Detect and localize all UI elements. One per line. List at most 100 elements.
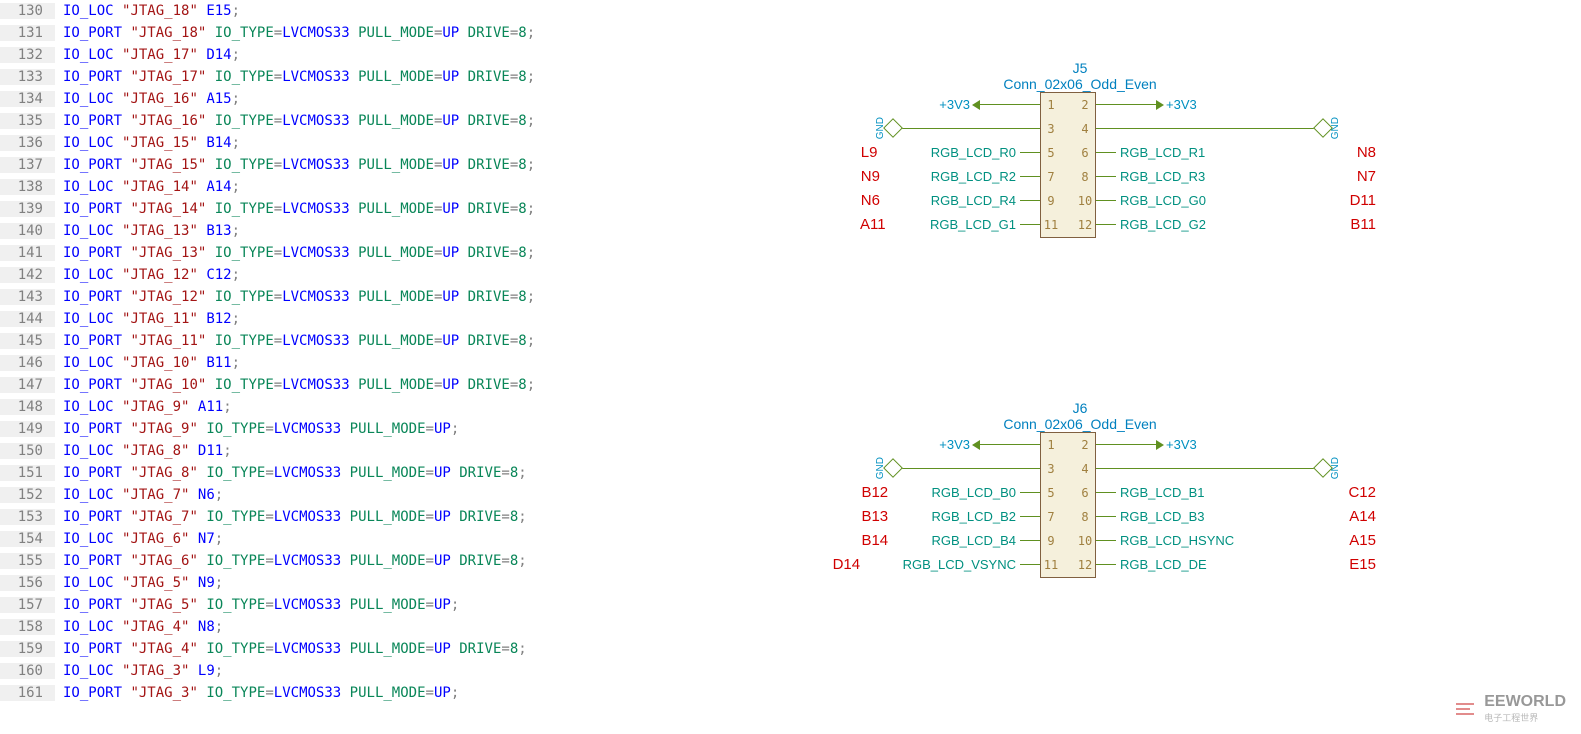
pin-number: 3 [1041, 462, 1061, 476]
code-line[interactable]: 149IO_PORT "JTAG_9" IO_TYPE=LVCMOS33 PUL… [0, 418, 750, 440]
connector-J5: J5Conn_02x06_Odd_Even+3V3GNDL9RGB_LCD_R0… [760, 60, 1376, 238]
code-content[interactable]: IO_PORT "JTAG_15" IO_TYPE=LVCMOS33 PULL_… [55, 157, 535, 173]
code-content[interactable]: IO_LOC "JTAG_7" N6; [55, 487, 223, 503]
gnd-label: GND [1330, 117, 1341, 139]
code-line[interactable]: 134IO_LOC "JTAG_16" A15; [0, 88, 750, 110]
code-line[interactable]: 160IO_LOC "JTAG_3" L9; [0, 660, 750, 682]
code-line[interactable]: 135IO_PORT "JTAG_16" IO_TYPE=LVCMOS33 PU… [0, 110, 750, 132]
code-content[interactable]: IO_PORT "JTAG_12" IO_TYPE=LVCMOS33 PULL_… [55, 289, 535, 305]
connector-ref: J6 [980, 400, 1180, 416]
code-line[interactable]: 139IO_PORT "JTAG_14" IO_TYPE=LVCMOS33 PU… [0, 198, 750, 220]
code-line[interactable]: 159IO_PORT "JTAG_4" IO_TYPE=LVCMOS33 PUL… [0, 638, 750, 660]
code-content[interactable]: IO_LOC "JTAG_10" B11; [55, 355, 240, 371]
code-line[interactable]: 133IO_PORT "JTAG_17" IO_TYPE=LVCMOS33 PU… [0, 66, 750, 88]
code-content[interactable]: IO_PORT "JTAG_9" IO_TYPE=LVCMOS33 PULL_M… [55, 421, 459, 437]
code-content[interactable]: IO_LOC "JTAG_13" B13; [55, 223, 240, 239]
pin-location: A14 [1336, 508, 1376, 525]
line-number: 130 [0, 3, 55, 19]
net-label: RGB_LCD_R4 [931, 193, 1016, 208]
line-number: 156 [0, 575, 55, 591]
code-line[interactable]: 137IO_PORT "JTAG_15" IO_TYPE=LVCMOS33 PU… [0, 154, 750, 176]
code-line[interactable]: 143IO_PORT "JTAG_12" IO_TYPE=LVCMOS33 PU… [0, 286, 750, 308]
line-number: 131 [0, 25, 55, 41]
code-line[interactable]: 152IO_LOC "JTAG_7" N6; [0, 484, 750, 506]
code-line[interactable]: 146IO_LOC "JTAG_10" B11; [0, 352, 750, 374]
code-line[interactable]: 140IO_LOC "JTAG_13" B13; [0, 220, 750, 242]
code-content[interactable]: IO_PORT "JTAG_8" IO_TYPE=LVCMOS33 PULL_M… [55, 465, 527, 481]
code-content[interactable]: IO_PORT "JTAG_7" IO_TYPE=LVCMOS33 PULL_M… [55, 509, 527, 525]
code-line[interactable]: 157IO_PORT "JTAG_5" IO_TYPE=LVCMOS33 PUL… [0, 594, 750, 616]
connector-body: 123456789101112 [1040, 92, 1096, 238]
code-content[interactable]: IO_PORT "JTAG_18" IO_TYPE=LVCMOS33 PULL_… [55, 25, 535, 41]
code-line[interactable]: 141IO_PORT "JTAG_13" IO_TYPE=LVCMOS33 PU… [0, 242, 750, 264]
code-editor[interactable]: 130IO_LOC "JTAG_18" E15;131IO_PORT "JTAG… [0, 0, 750, 734]
code-content[interactable]: IO_LOC "JTAG_5" N9; [55, 575, 223, 591]
code-content[interactable]: IO_LOC "JTAG_9" A11; [55, 399, 232, 415]
code-content[interactable]: IO_PORT "JTAG_13" IO_TYPE=LVCMOS33 PULL_… [55, 245, 535, 261]
net-label: RGB_LCD_B3 [1120, 509, 1205, 524]
code-content[interactable]: IO_LOC "JTAG_17" D14; [55, 47, 240, 63]
code-line[interactable]: 161IO_PORT "JTAG_3" IO_TYPE=LVCMOS33 PUL… [0, 682, 750, 704]
connector-type: Conn_02x06_Odd_Even [980, 416, 1180, 432]
net-label: RGB_LCD_VSYNC [903, 557, 1016, 572]
code-content[interactable]: IO_PORT "JTAG_4" IO_TYPE=LVCMOS33 PULL_M… [55, 641, 527, 657]
pin-location: N6 [861, 192, 901, 209]
code-line[interactable]: 148IO_LOC "JTAG_9" A11; [0, 396, 750, 418]
code-content[interactable]: IO_PORT "JTAG_3" IO_TYPE=LVCMOS33 PULL_M… [55, 685, 459, 701]
code-content[interactable]: IO_LOC "JTAG_4" N8; [55, 619, 223, 635]
gnd-label: GND [1330, 457, 1341, 479]
pin-location: D14 [833, 556, 873, 573]
pin-number: 7 [1041, 510, 1061, 524]
code-line[interactable]: 156IO_LOC "JTAG_5" N9; [0, 572, 750, 594]
code-line[interactable]: 130IO_LOC "JTAG_18" E15; [0, 0, 750, 22]
code-line[interactable]: 154IO_LOC "JTAG_6" N7; [0, 528, 750, 550]
code-content[interactable]: IO_LOC "JTAG_18" E15; [55, 3, 240, 19]
line-number: 151 [0, 465, 55, 481]
code-content[interactable]: IO_LOC "JTAG_8" D11; [55, 443, 232, 459]
pin-number: 10 [1075, 534, 1095, 548]
line-number: 150 [0, 443, 55, 459]
pin-number: 5 [1041, 146, 1061, 160]
code-content[interactable]: IO_LOC "JTAG_16" A15; [55, 91, 240, 107]
code-content[interactable]: IO_LOC "JTAG_15" B14; [55, 135, 240, 151]
code-content[interactable]: IO_PORT "JTAG_10" IO_TYPE=LVCMOS33 PULL_… [55, 377, 535, 393]
code-line[interactable]: 153IO_PORT "JTAG_7" IO_TYPE=LVCMOS33 PUL… [0, 506, 750, 528]
line-number: 159 [0, 641, 55, 657]
code-line[interactable]: 150IO_LOC "JTAG_8" D11; [0, 440, 750, 462]
gnd-icon [883, 458, 903, 478]
pin-number: 8 [1075, 170, 1095, 184]
code-line[interactable]: 132IO_LOC "JTAG_17" D14; [0, 44, 750, 66]
pin-number: 7 [1041, 170, 1061, 184]
code-line[interactable]: 158IO_LOC "JTAG_4" N8; [0, 616, 750, 638]
code-content[interactable]: IO_PORT "JTAG_14" IO_TYPE=LVCMOS33 PULL_… [55, 201, 535, 217]
pin-number: 6 [1075, 486, 1095, 500]
code-content[interactable]: IO_LOC "JTAG_12" C12; [55, 267, 240, 283]
pin-location: D11 [1336, 192, 1376, 209]
code-line[interactable]: 155IO_PORT "JTAG_6" IO_TYPE=LVCMOS33 PUL… [0, 550, 750, 572]
code-line[interactable]: 138IO_LOC "JTAG_14" A14; [0, 176, 750, 198]
code-line[interactable]: 144IO_LOC "JTAG_11" B12; [0, 308, 750, 330]
code-line[interactable]: 131IO_PORT "JTAG_18" IO_TYPE=LVCMOS33 PU… [0, 22, 750, 44]
pin-number: 2 [1075, 438, 1095, 452]
code-line[interactable]: 147IO_PORT "JTAG_10" IO_TYPE=LVCMOS33 PU… [0, 374, 750, 396]
code-line[interactable]: 145IO_PORT "JTAG_11" IO_TYPE=LVCMOS33 PU… [0, 330, 750, 352]
pin-number: 11 [1041, 558, 1061, 572]
net-label: RGB_LCD_R3 [1120, 169, 1205, 184]
pin-location: A11 [860, 216, 900, 233]
code-line[interactable]: 142IO_LOC "JTAG_12" C12; [0, 264, 750, 286]
code-content[interactable]: IO_LOC "JTAG_6" N7; [55, 531, 223, 547]
code-line[interactable]: 136IO_LOC "JTAG_15" B14; [0, 132, 750, 154]
net-label: RGB_LCD_G1 [930, 217, 1016, 232]
pin-location: C12 [1336, 484, 1376, 501]
code-line[interactable]: 151IO_PORT "JTAG_8" IO_TYPE=LVCMOS33 PUL… [0, 462, 750, 484]
code-content[interactable]: IO_PORT "JTAG_17" IO_TYPE=LVCMOS33 PULL_… [55, 69, 535, 85]
schematic-view[interactable]: EEWORLD 电子工程世界 J5Conn_02x06_Odd_Even+3V3… [750, 0, 1581, 734]
code-content[interactable]: IO_LOC "JTAG_14" A14; [55, 179, 240, 195]
code-content[interactable]: IO_LOC "JTAG_11" B12; [55, 311, 240, 327]
code-content[interactable]: IO_PORT "JTAG_11" IO_TYPE=LVCMOS33 PULL_… [55, 333, 535, 349]
code-content[interactable]: IO_LOC "JTAG_3" L9; [55, 663, 223, 679]
code-content[interactable]: IO_PORT "JTAG_6" IO_TYPE=LVCMOS33 PULL_M… [55, 553, 527, 569]
code-content[interactable]: IO_PORT "JTAG_16" IO_TYPE=LVCMOS33 PULL_… [55, 113, 535, 129]
line-number: 135 [0, 113, 55, 129]
code-content[interactable]: IO_PORT "JTAG_5" IO_TYPE=LVCMOS33 PULL_M… [55, 597, 459, 613]
